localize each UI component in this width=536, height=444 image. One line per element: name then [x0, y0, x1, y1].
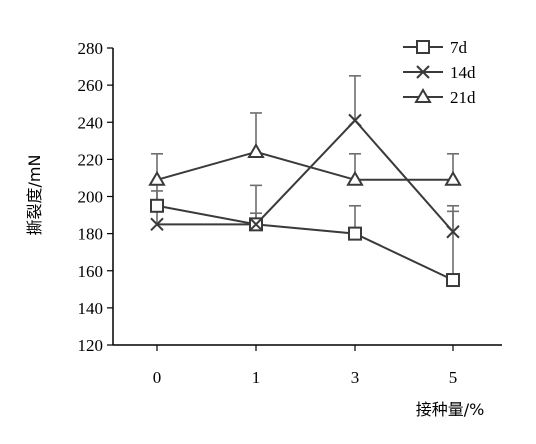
- series-lines: [156, 118, 454, 281]
- x-tick-label: 3: [351, 368, 360, 387]
- axes: 120 140 160 180 200 220 240 260 280 0 1 3 5: [78, 39, 502, 387]
- x-tick-label: 5: [449, 368, 458, 387]
- data-point-7d: [446, 273, 460, 288]
- error-bar: [349, 75, 361, 121]
- series-line-7d: [156, 204, 454, 281]
- legend-label: 21d: [450, 88, 476, 107]
- data-point-21d: [444, 170, 462, 186]
- legend-label: 7d: [450, 38, 468, 57]
- x-axis-title: 接种量/%: [416, 400, 485, 419]
- marker-stroke: [348, 113, 362, 128]
- legend-marker-14d: [416, 65, 430, 79]
- legend-marker-7d: [416, 40, 430, 54]
- x-tick-label: 0: [153, 368, 162, 387]
- data-point-7d: [348, 226, 362, 241]
- data-point-21d: [148, 170, 166, 186]
- y-tick-label: 280: [78, 39, 104, 58]
- series-line-21d: [156, 150, 453, 181]
- x-tick-label: 1: [252, 368, 261, 387]
- y-tick-label: 160: [78, 262, 104, 281]
- y-tick-label: 200: [78, 188, 104, 207]
- y-tick-label: 220: [78, 150, 104, 169]
- data-point-14d: [446, 225, 460, 239]
- y-tick-label: 240: [78, 113, 104, 132]
- data-point-21d: [346, 170, 364, 186]
- marker-stroke: [150, 217, 164, 232]
- legend-label: 14d: [450, 63, 476, 82]
- data-point-7d: [150, 198, 164, 213]
- y-tick-label: 180: [78, 225, 104, 244]
- data-point-14d: [249, 217, 263, 232]
- legend-marker-21d: [414, 88, 432, 103]
- y-axis-title: 撕裂度/mN: [25, 155, 44, 236]
- y-tick-label: 140: [78, 299, 104, 318]
- data-point-14d: [150, 217, 164, 232]
- y-tick-label: 260: [78, 76, 104, 95]
- marker-stroke: [249, 217, 263, 232]
- data-point-14d: [348, 113, 362, 128]
- y-tick-label: 120: [78, 336, 104, 355]
- error-bar: [447, 204, 459, 232]
- marker-stroke: [416, 65, 430, 79]
- marker-stroke: [446, 225, 460, 239]
- series-markers: [148, 113, 462, 288]
- data-point-21d: [247, 142, 265, 158]
- error-bars: [151, 75, 459, 281]
- legend: 7d 14d 21d: [403, 38, 476, 107]
- series-line-14d: [157, 118, 454, 233]
